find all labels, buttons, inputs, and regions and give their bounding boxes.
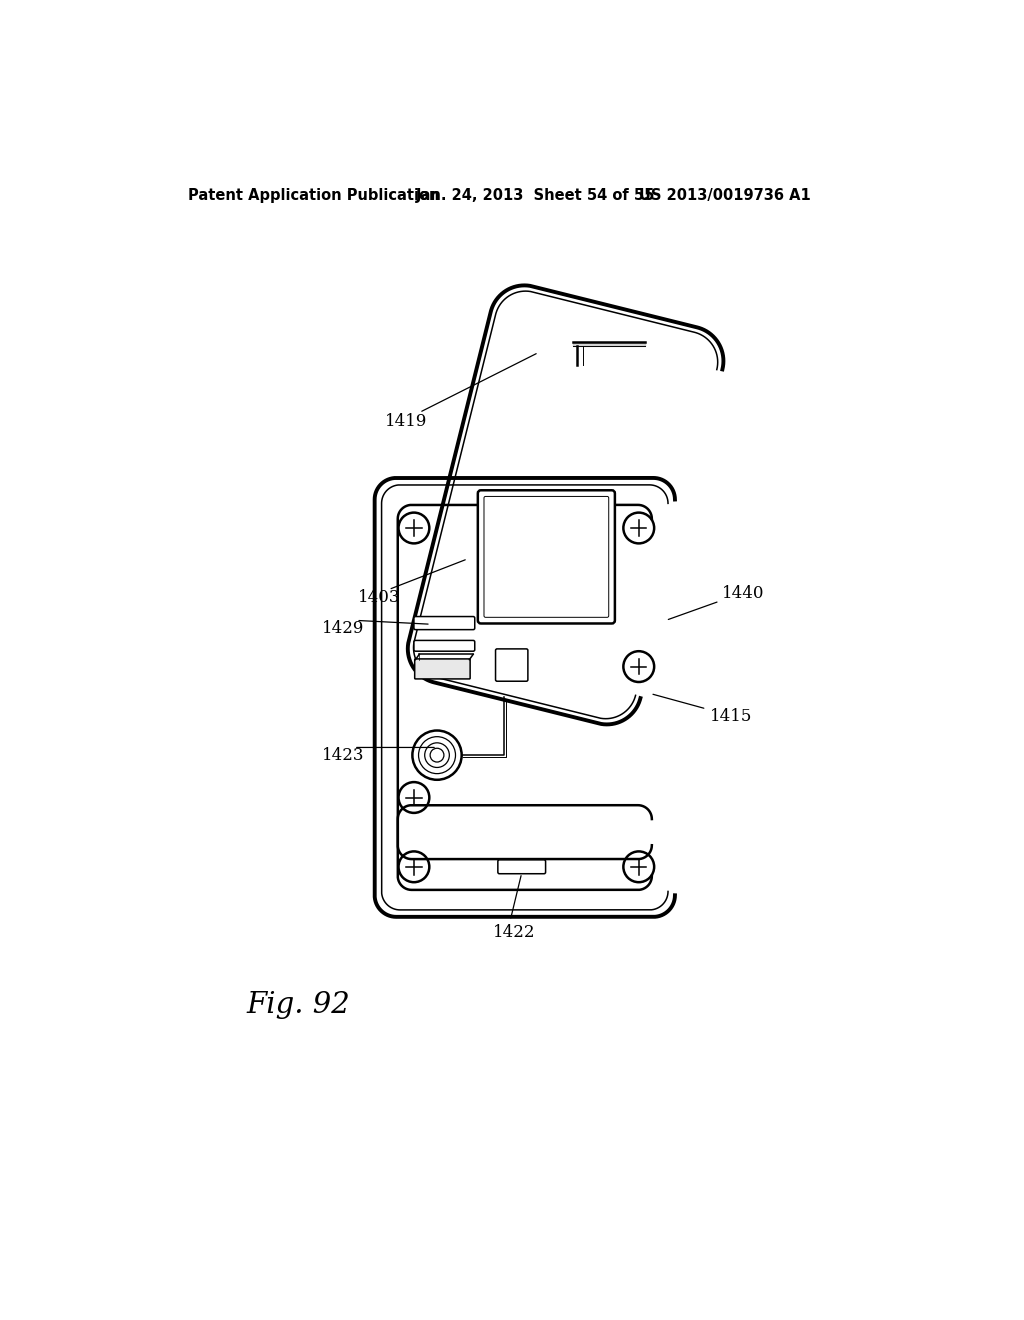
Text: 1423: 1423 bbox=[322, 747, 364, 764]
Text: US 2013/0019736 A1: US 2013/0019736 A1 bbox=[639, 187, 811, 203]
Text: 1422: 1422 bbox=[493, 924, 535, 941]
FancyBboxPatch shape bbox=[478, 490, 614, 623]
Text: 1440: 1440 bbox=[722, 585, 765, 602]
FancyBboxPatch shape bbox=[414, 640, 475, 651]
Text: Patent Application Publication: Patent Application Publication bbox=[188, 187, 440, 203]
FancyBboxPatch shape bbox=[496, 649, 528, 681]
Polygon shape bbox=[408, 285, 723, 725]
FancyBboxPatch shape bbox=[484, 496, 608, 618]
Text: 1419: 1419 bbox=[385, 413, 427, 430]
FancyBboxPatch shape bbox=[415, 659, 470, 678]
FancyBboxPatch shape bbox=[498, 859, 546, 874]
Text: 1429: 1429 bbox=[322, 619, 364, 636]
Polygon shape bbox=[375, 478, 675, 917]
Text: Fig. 92: Fig. 92 bbox=[246, 991, 350, 1019]
FancyBboxPatch shape bbox=[414, 616, 475, 630]
Text: 1403: 1403 bbox=[357, 589, 400, 606]
Text: 1415: 1415 bbox=[710, 708, 752, 725]
Text: Jan. 24, 2013  Sheet 54 of 55: Jan. 24, 2013 Sheet 54 of 55 bbox=[416, 187, 654, 203]
